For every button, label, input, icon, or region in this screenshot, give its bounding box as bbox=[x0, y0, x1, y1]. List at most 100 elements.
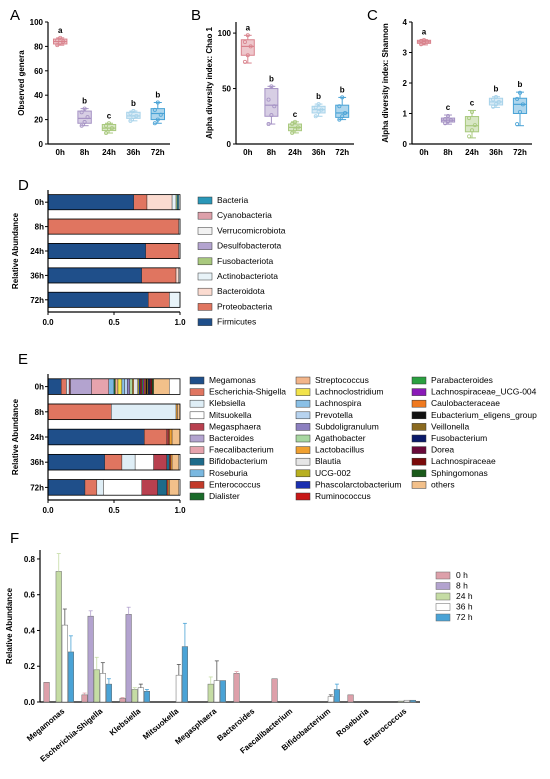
data-point bbox=[61, 39, 66, 44]
legend-swatch bbox=[189, 481, 205, 489]
significance-letter: b bbox=[131, 99, 136, 108]
legend-label: Lachnoclostridium bbox=[315, 387, 384, 397]
legend-label: Proteobacteria bbox=[217, 301, 273, 311]
y-tick-label: 60 bbox=[34, 67, 43, 76]
bar-segment bbox=[141, 267, 177, 284]
x-tick-label: 0.5 bbox=[108, 318, 120, 327]
bar bbox=[61, 624, 68, 703]
x-tick-label: 0.0 bbox=[42, 506, 54, 515]
bar bbox=[143, 691, 150, 703]
legend-swatch bbox=[411, 434, 427, 443]
y-tick-label: 2 bbox=[403, 79, 408, 88]
bar-segment bbox=[47, 454, 105, 471]
legend-swatch bbox=[295, 446, 311, 454]
data-point bbox=[269, 113, 274, 118]
bar-segment bbox=[126, 378, 131, 395]
legend-label: Klebsiella bbox=[209, 398, 246, 408]
bar bbox=[55, 571, 62, 703]
y-axis-label: Alpha diversity index: Shannon bbox=[381, 23, 390, 143]
legend-swatch bbox=[189, 411, 205, 420]
bar-segment bbox=[153, 378, 170, 395]
data-point bbox=[493, 102, 498, 107]
legend-label: Lachnospira bbox=[315, 398, 362, 408]
legend-label: Sphingomonas bbox=[431, 468, 488, 478]
legend-swatch bbox=[295, 411, 311, 420]
legend-swatch bbox=[435, 592, 451, 601]
bar bbox=[233, 673, 240, 703]
bar-segment bbox=[169, 479, 179, 496]
data-point bbox=[128, 118, 133, 123]
x-tick-label: 0h bbox=[243, 148, 252, 157]
bar bbox=[333, 689, 340, 703]
bar-segment bbox=[171, 428, 181, 446]
data-point bbox=[443, 121, 448, 126]
x-tick-label: Roseburia bbox=[335, 706, 371, 738]
data-point bbox=[134, 113, 139, 118]
bar-segment bbox=[47, 243, 146, 259]
data-point bbox=[128, 111, 133, 116]
y-tick-label: 0h bbox=[35, 198, 44, 207]
bar-segment bbox=[108, 378, 115, 395]
y-tick-label: 1 bbox=[403, 110, 408, 119]
legend-label: 36 h bbox=[456, 602, 473, 612]
y-tick-label: 24h bbox=[30, 433, 44, 442]
bar bbox=[207, 683, 214, 703]
significance-letter: b bbox=[269, 74, 274, 83]
bar-segment bbox=[47, 403, 112, 420]
bar bbox=[347, 694, 354, 703]
data-point bbox=[292, 119, 297, 124]
x-tick-label: 0h bbox=[419, 148, 428, 157]
y-tick-label: 24h bbox=[30, 247, 44, 256]
y-tick-label: 0 bbox=[403, 140, 408, 149]
legend-label: Megamonas bbox=[209, 375, 256, 385]
data-point bbox=[515, 122, 520, 127]
bar-segment bbox=[124, 378, 128, 395]
bar bbox=[93, 669, 100, 703]
bar bbox=[137, 687, 144, 703]
data-point bbox=[491, 104, 496, 109]
x-tick-label: 0.0 bbox=[42, 318, 54, 327]
legend-label: Bacteria bbox=[217, 195, 248, 205]
panel-letter-a: A bbox=[10, 7, 20, 24]
legend-swatch bbox=[295, 469, 311, 478]
legend-label: Faecalibacterium bbox=[209, 445, 274, 455]
data-point bbox=[131, 109, 136, 114]
data-point bbox=[424, 39, 429, 44]
data-point bbox=[155, 117, 160, 122]
y-tick-label: 20 bbox=[34, 116, 43, 125]
y-axis-label: Observed genera bbox=[17, 50, 26, 116]
bar bbox=[271, 678, 278, 703]
x-tick-label: 36h bbox=[127, 148, 141, 157]
legend-label: Bacteroides bbox=[209, 433, 254, 443]
bar-segment bbox=[171, 454, 179, 471]
y-tick-label: 40 bbox=[34, 91, 43, 100]
y-tick-label: 36h bbox=[30, 458, 44, 467]
data-point bbox=[518, 90, 523, 95]
legend-swatch bbox=[295, 399, 311, 408]
y-tick-label: 8h bbox=[35, 408, 44, 417]
significance-letter: c bbox=[446, 103, 451, 112]
bar-segment bbox=[47, 267, 142, 284]
x-tick-label: 1.0 bbox=[174, 506, 186, 515]
legend-swatch bbox=[295, 376, 311, 385]
legend-swatch bbox=[197, 272, 213, 281]
legend-label: Fusobacteriota bbox=[217, 256, 273, 266]
boxplot-panel-c: 0 1 2 3 4 0h a 8h c 24h c 36h b 72h b Alpha diversity i… bbox=[381, 18, 532, 157]
panel-letter-b: B bbox=[191, 7, 201, 24]
bar-segment bbox=[103, 479, 142, 496]
data-point bbox=[313, 105, 318, 110]
data-point bbox=[55, 38, 60, 43]
legend-swatch bbox=[189, 469, 205, 478]
bar-segment bbox=[121, 378, 125, 395]
legend-label: Lactobacillus bbox=[315, 445, 364, 455]
legend-label: Dialister bbox=[209, 491, 240, 501]
legend-label: Ruminococcus bbox=[315, 491, 371, 501]
data-point bbox=[493, 95, 498, 100]
x-tick-label: 72h bbox=[335, 148, 349, 157]
legend-swatch bbox=[411, 388, 427, 396]
data-point bbox=[109, 126, 114, 131]
bar-segment bbox=[70, 378, 92, 395]
x-tick-label: 0.5 bbox=[108, 506, 120, 515]
bar-segment bbox=[169, 292, 181, 308]
